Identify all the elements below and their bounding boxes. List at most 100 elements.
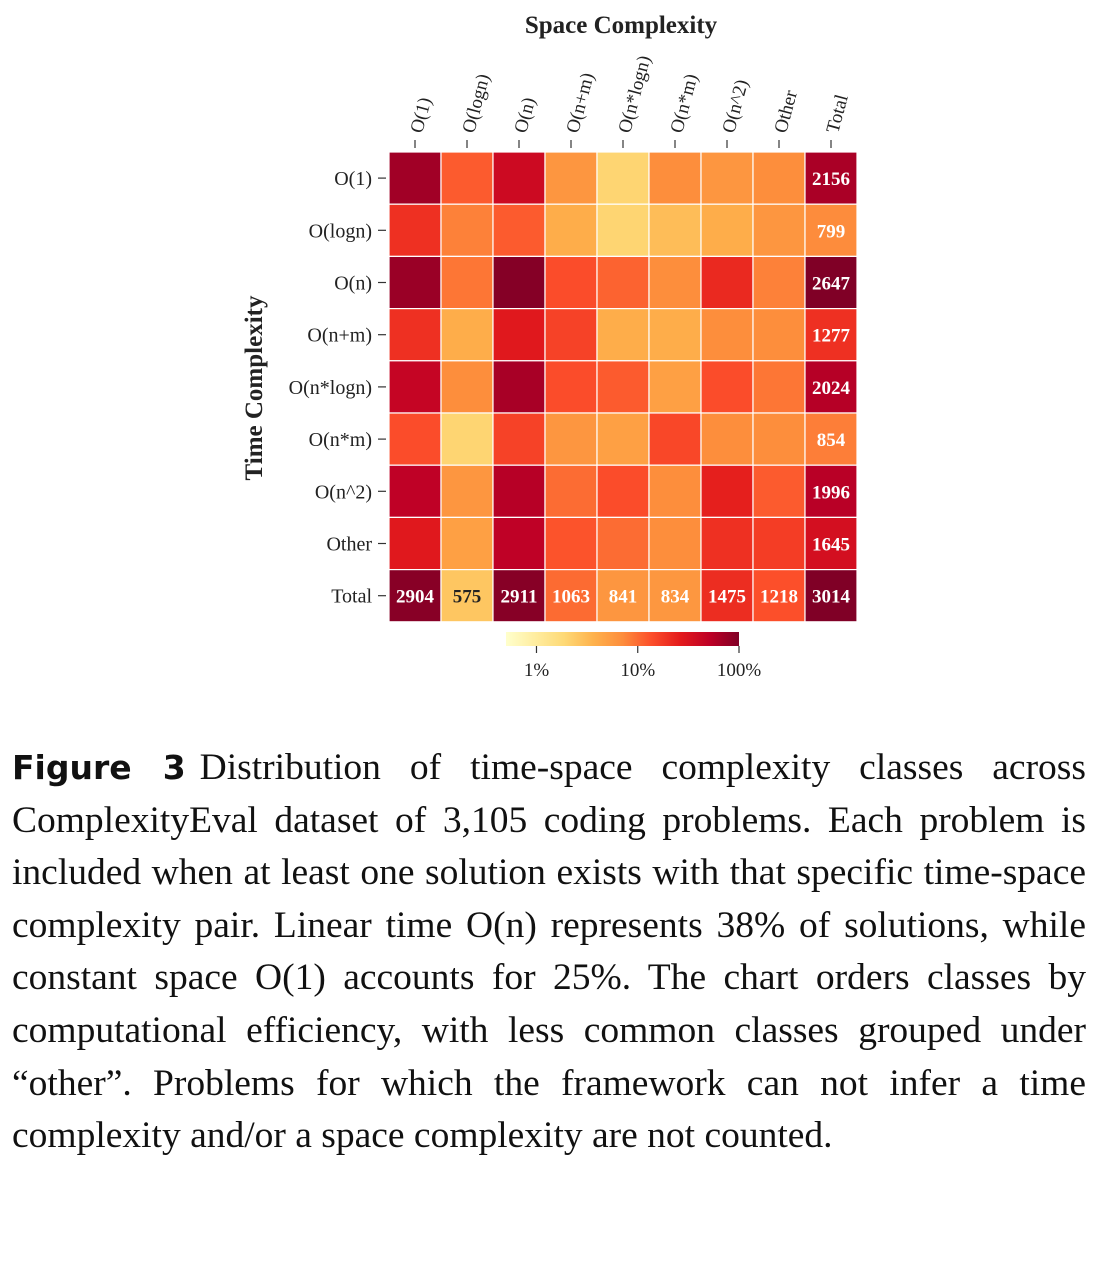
heatmap-cell xyxy=(648,360,702,414)
heatmap-cell xyxy=(700,464,754,519)
chart-title: Space Complexity xyxy=(525,12,718,39)
heatmap-cell xyxy=(596,360,650,414)
heatmap-cell xyxy=(544,516,598,571)
heatmap-cell xyxy=(388,464,442,519)
colorbar-tick-label: 100% xyxy=(717,660,762,681)
column-total-label: 1063 xyxy=(552,587,590,608)
figure-caption: Figure 3 Distribution of time-space compl… xyxy=(12,742,1086,1163)
heatmap-cell xyxy=(648,464,702,519)
row-total-label: 799 xyxy=(817,221,846,242)
heatmap-cell xyxy=(440,151,494,205)
column-total-label: 2911 xyxy=(501,587,538,608)
x-tick-label: O(n^2) xyxy=(719,77,753,135)
y-tick-label: Other xyxy=(326,534,372,556)
colorbar-gradient xyxy=(506,632,739,646)
row-total-label: 1277 xyxy=(812,326,851,347)
y-tick-label: O(n) xyxy=(334,273,372,295)
heatmap-cell xyxy=(700,151,754,205)
y-tick-label: O(logn) xyxy=(309,220,372,242)
heatmap-cell xyxy=(544,464,598,519)
heatmap-cell xyxy=(596,203,650,257)
x-tick-label: O(n) xyxy=(511,95,541,135)
heatmap-cell xyxy=(544,308,598,362)
heatmap-cell xyxy=(752,151,806,205)
heatmap-cell xyxy=(596,464,650,519)
heatmap-cell xyxy=(648,308,702,362)
x-tick-label: O(1) xyxy=(407,95,437,135)
y-tick-labels: O(1) O(logn) O(n) O(n+m) O(n*logn) O(n*m) O(n^… xyxy=(289,168,386,608)
y-axis-label: Time Complexity xyxy=(241,295,268,480)
colorbar: 1% 10% 100% xyxy=(506,632,761,681)
heatmap-cell xyxy=(492,308,546,362)
heatmap-cell xyxy=(752,516,806,571)
heatmap-cell xyxy=(544,360,598,414)
heatmap-cell xyxy=(388,568,442,623)
heatmap-cell xyxy=(648,516,702,571)
column-total-label: 1218 xyxy=(760,587,798,608)
heatmap-cell xyxy=(752,360,806,414)
heatmap-cell xyxy=(440,412,494,466)
row-total-label: 2647 xyxy=(812,274,851,295)
heatmap-cell xyxy=(752,464,806,519)
x-tick-label: Total xyxy=(823,92,853,135)
heatmap-cell xyxy=(648,151,702,205)
heatmap-cell xyxy=(492,412,546,466)
y-tick-label: O(1) xyxy=(334,168,372,190)
row-total-label: 854 xyxy=(817,430,846,451)
heatmap-cell xyxy=(492,151,546,205)
column-total-label: 2904 xyxy=(396,587,435,608)
heatmap-cell xyxy=(388,308,442,362)
heatmap-cell xyxy=(804,203,858,257)
column-total-label: 3014 xyxy=(812,587,851,608)
heatmap-cell xyxy=(388,412,442,466)
heatmap-cell xyxy=(596,412,650,466)
row-total-label: 1645 xyxy=(812,535,850,556)
heatmap-cell xyxy=(440,516,494,571)
heatmap-cell xyxy=(648,412,702,466)
colorbar-tick-label: 10% xyxy=(620,660,655,681)
heatmap-cell xyxy=(388,203,442,257)
heatmap-cell xyxy=(440,360,494,414)
heatmap-chart: Space Complexity Time Complexity 2156 799… xyxy=(241,12,858,681)
heatmap-cell xyxy=(700,412,754,466)
heatmap-cell xyxy=(492,255,546,310)
y-tick-label: O(n*m) xyxy=(309,429,372,451)
x-tick-label: O(logn) xyxy=(459,72,495,136)
heatmap-cell xyxy=(804,412,858,466)
heatmap-cell xyxy=(596,568,650,623)
y-tick-label: O(n+m) xyxy=(307,325,372,347)
row-total-label: 2156 xyxy=(812,169,850,190)
heatmap-cell xyxy=(804,568,858,623)
row-total-label: 2024 xyxy=(812,378,851,399)
heatmap-cells: 2156 799 2647 1277 2024 854 1996 1645 2904 575 291… xyxy=(388,151,858,623)
heatmap-cell xyxy=(440,568,494,623)
heatmap-cell xyxy=(492,360,546,414)
heatmap-cell xyxy=(492,203,546,257)
heatmap-cell xyxy=(544,151,598,205)
column-total-label: 575 xyxy=(453,587,482,608)
x-tick-label: O(n+m) xyxy=(563,71,599,136)
column-total-label: 1475 xyxy=(708,587,746,608)
figure-label: Figure 3 xyxy=(12,748,186,787)
x-tick-label: O(n*m) xyxy=(667,72,703,136)
heatmap-cell xyxy=(544,412,598,466)
heatmap-cell xyxy=(700,255,754,310)
row-total-label: 1996 xyxy=(812,482,850,503)
heatmap-cell xyxy=(388,360,442,414)
heatmap-cell xyxy=(752,412,806,466)
heatmap-cell xyxy=(440,308,494,362)
heatmap-cell xyxy=(700,516,754,571)
y-tick-label: Total xyxy=(331,586,372,608)
heatmap-cell xyxy=(544,255,598,310)
heatmap-cell xyxy=(596,516,650,571)
heatmap-cell xyxy=(752,203,806,257)
heatmap-cell xyxy=(648,568,702,623)
heatmap-cell xyxy=(596,308,650,362)
heatmap-cell xyxy=(596,151,650,205)
heatmap-cell xyxy=(804,516,858,571)
heatmap-cell xyxy=(440,464,494,519)
heatmap-cell xyxy=(544,568,598,623)
x-tick-labels: O(1) O(logn) O(n) O(n+m) O(n*logn) O(n*m) O(n^… xyxy=(407,53,853,148)
heatmap-cell xyxy=(492,516,546,571)
heatmap-cell xyxy=(544,203,598,257)
